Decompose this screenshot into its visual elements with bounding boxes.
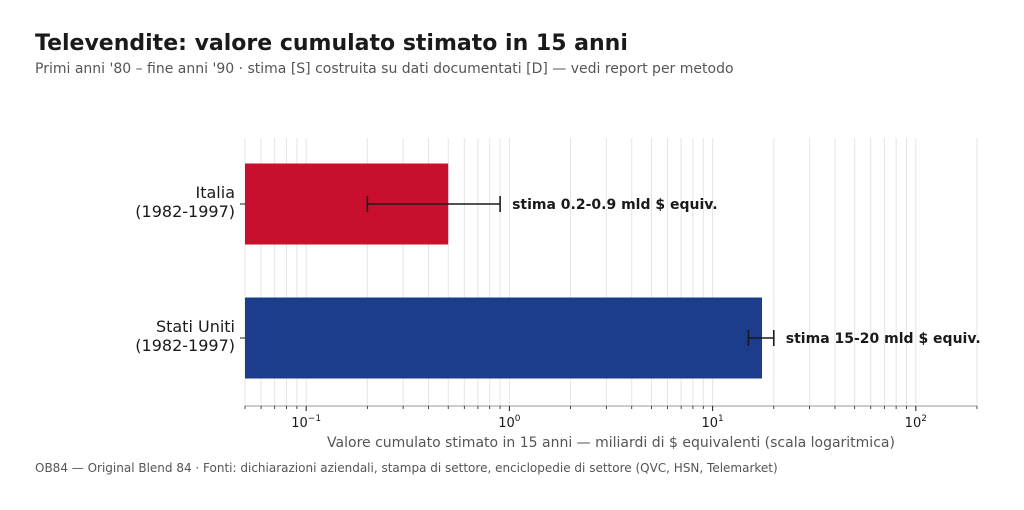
chart-subtitle: Primi anni '80 – fine anni '90 · stima [… xyxy=(35,61,734,77)
source-note: OB84 — Original Blend 84 · Fonti: dichia… xyxy=(35,461,778,475)
x-axis-label: Valore cumulato stimato in 15 anni — mil… xyxy=(327,435,895,451)
category-labels: Italia (1982-1997) Stati Uniti (1982-1997) xyxy=(135,183,245,355)
value-annotation: stima 0.2-0.9 mld $ equiv. xyxy=(512,197,718,213)
value-annotation: stima 15-20 mld $ equiv. xyxy=(786,331,981,347)
category-label: Italia (1982-1997) xyxy=(135,183,235,221)
annotations: stima 0.2-0.9 mld $ equiv. stima 15-20 ml… xyxy=(512,197,981,347)
x-tick-label: 102 xyxy=(905,414,927,431)
x-tick-label: 101 xyxy=(701,414,723,431)
chart-title: Televendite: valore cumulato stimato in … xyxy=(35,31,628,56)
error-bars xyxy=(366,196,775,346)
x-tick-label: 100 xyxy=(498,414,521,431)
bars xyxy=(245,163,762,379)
x-axis: 10−1 100 101 102 xyxy=(244,405,978,431)
x-tick-label: 10−1 xyxy=(291,414,321,431)
bar xyxy=(245,297,762,379)
category-label: Stati Uniti (1982-1997) xyxy=(135,317,235,355)
